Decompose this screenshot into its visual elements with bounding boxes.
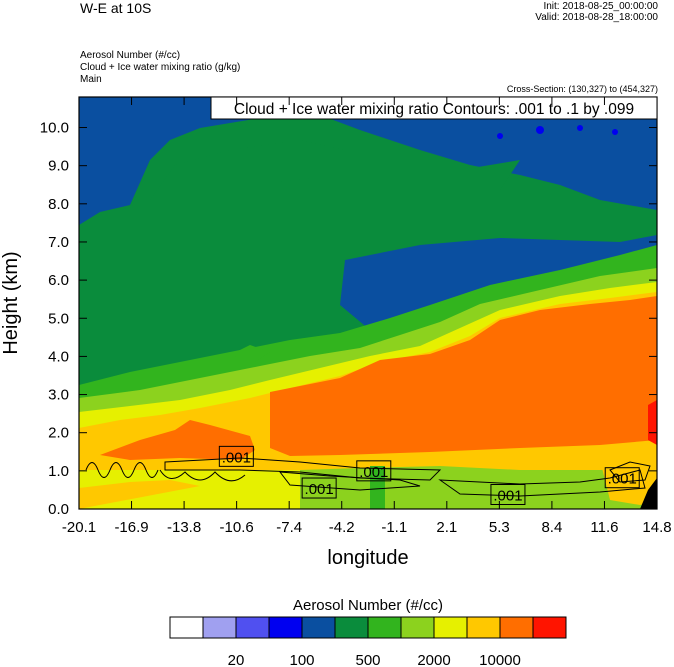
axis-ticks: -20.1 -16.9 -13.8 -10.6 -7.4 -4.2 -1.1 2.1 5.3 8.… [40, 97, 672, 536]
colorbar-label: 100 [289, 652, 314, 667]
y-axis-label: Height (km) [0, 251, 22, 354]
contour-label: .001 [608, 471, 637, 488]
init-time: Init: 2018-08-25_00:00:00 [543, 1, 658, 12]
contour-label-box [490, 484, 526, 506]
svg-text:Cloud + Ice water mixing ratio: Cloud + Ice water mixing ratio Contours:… [234, 101, 634, 118]
contour-label: .001 [493, 488, 522, 505]
colorbar-label: 20 [228, 652, 245, 667]
y-tick-label: 3.0 [48, 387, 69, 404]
y-tick-label: 2.0 [48, 425, 69, 442]
valid-time: Valid: 2018-08-28_18:00:00 [535, 12, 658, 23]
y-tick-label: 6.0 [48, 272, 69, 289]
x-tick-label: -13.8 [167, 519, 201, 536]
colorbar-swatch [235, 616, 270, 639]
x-tick-label: 11.6 [590, 519, 618, 536]
x-tick-label: 8.4 [541, 519, 562, 536]
field-label-aerosol: Aerosol Number (#/cc) [80, 50, 181, 61]
contour-label: .001 [359, 464, 388, 481]
x-tick-label: -10.6 [220, 519, 254, 536]
contour-labels: .001 .001 .001 .001 .001 [218, 445, 640, 506]
x-tick-label: 5.3 [489, 519, 510, 536]
x-axis-label: longitude [327, 547, 408, 569]
colorbar-label: 10000 [479, 652, 521, 667]
y-tick-label: 1.0 [48, 463, 69, 480]
colorbar-swatch [334, 616, 369, 639]
page-title: W-E at 10S [80, 0, 152, 16]
cloud-ice-contours [85, 457, 651, 497]
y-tick-label: 8.0 [48, 196, 69, 213]
cross-section-label: Cross-Section: (130,327) to (454,327) [506, 84, 658, 94]
y-tick-label: 9.0 [48, 158, 69, 175]
y-tick-label: 7.0 [48, 234, 69, 251]
y-tick-label: 5.0 [48, 310, 69, 327]
contour-label: .001 [305, 481, 334, 498]
field-label-main: Main [80, 74, 102, 85]
x-tick-label: 14.8 [642, 519, 671, 536]
contour-label-box [356, 460, 392, 482]
colorbar-swatch [466, 616, 501, 639]
contour-label-box [301, 477, 337, 499]
colorbar-swatch [499, 616, 534, 639]
x-tick-label: -7.4 [276, 519, 302, 536]
field-label-cloud-ice: Cloud + Ice water mixing ratio (g/kg) [80, 62, 241, 73]
contour-label-box [218, 445, 254, 467]
y-tick-label: 10.0 [40, 120, 69, 137]
colorbar-label: 500 [355, 652, 380, 667]
aerosol-filled-field [79, 97, 657, 509]
colorbar-swatch [268, 616, 303, 639]
colorbar-swatch [202, 616, 237, 639]
x-tick-label: -20.1 [62, 519, 96, 536]
x-tick-label: 2.1 [436, 519, 457, 536]
colorbar-swatch [433, 616, 468, 639]
colorbar-title: Aerosol Number (#/cc) [293, 597, 443, 614]
colorbar-swatch [367, 616, 402, 639]
colorbar-swatch [301, 616, 336, 639]
y-tick-label: 0.0 [48, 501, 69, 518]
colorbar-label: 2000 [417, 652, 450, 667]
contour-label: .001 [222, 449, 251, 466]
contour-annotation: Cloud + Ice water mixing ratio Contours:… [210, 96, 658, 120]
x-tick-label: -4.2 [329, 519, 355, 536]
colorbar-swatch [532, 616, 567, 639]
y-tick-label: 4.0 [48, 348, 69, 365]
x-tick-label: -16.9 [114, 519, 148, 536]
colorbar-swatch [400, 616, 435, 639]
x-tick-label: -1.1 [381, 519, 407, 536]
colorbar-swatch [169, 616, 204, 639]
colorbar: Aerosol Number (#/cc) 20 100 500 2000 10000 [169, 597, 567, 667]
contour-label-box [604, 467, 640, 489]
